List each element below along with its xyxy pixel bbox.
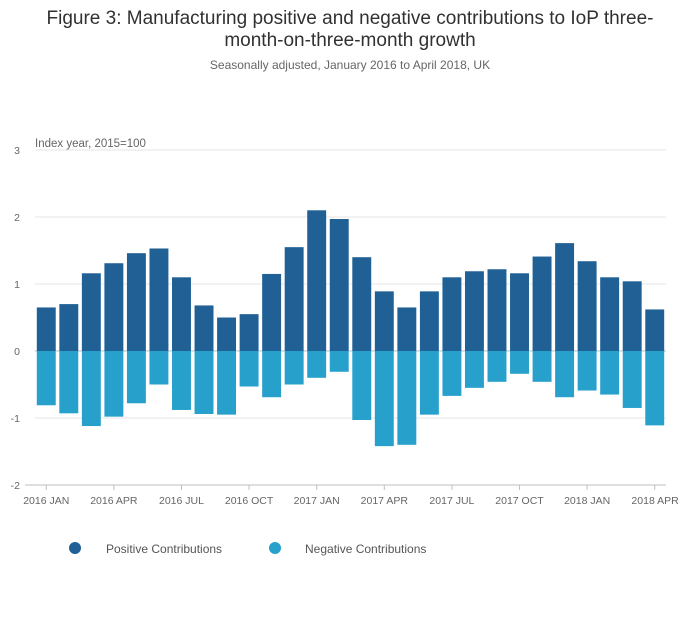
legend-label[interactable]: Positive Contributions: [106, 542, 222, 556]
negative-contribution-bar[interactable]: [577, 351, 597, 391]
x-tick-label: 2018 APR: [631, 495, 679, 507]
x-tick-label: 2017 JUL: [429, 495, 474, 507]
y-tick-label: -2: [11, 480, 20, 492]
negative-contribution-bar[interactable]: [600, 351, 620, 395]
y-axis-label: Index year, 2015=100: [35, 138, 146, 150]
positive-contribution-bar[interactable]: [81, 273, 101, 351]
negative-contribution-bar[interactable]: [555, 351, 575, 398]
negative-contribution-bar[interactable]: [487, 351, 507, 382]
y-axis-ticks: 3 2 1 0 -1 -2: [11, 145, 21, 492]
positive-contribution-bar[interactable]: [464, 271, 484, 351]
negative-contribution-bar[interactable]: [149, 351, 169, 385]
legend-marker[interactable]: [269, 542, 281, 554]
positive-contribution-bar[interactable]: [149, 248, 169, 351]
negative-contribution-bar[interactable]: [284, 351, 304, 385]
x-tick-label: 2018 JAN: [564, 495, 610, 507]
negative-contribution-bar[interactable]: [329, 351, 349, 372]
positive-contribution-bar[interactable]: [59, 304, 79, 351]
x-tick-label: 2017 OCT: [495, 495, 544, 507]
negative-contribution-bar[interactable]: [352, 351, 372, 421]
x-tick-label: 2016 OCT: [225, 495, 274, 507]
negative-contribution-bar[interactable]: [59, 351, 79, 414]
positive-contribution-bar[interactable]: [442, 277, 462, 351]
positive-contribution-bar[interactable]: [194, 305, 214, 351]
negative-contribution-bar[interactable]: [172, 351, 191, 410]
positive-contribution-bar[interactable]: [645, 309, 665, 351]
positive-contribution-bar[interactable]: [217, 317, 237, 352]
positive-contribution-bar[interactable]: [284, 247, 304, 351]
negative-contribution-bar[interactable]: [645, 351, 665, 426]
positive-contribution-bar[interactable]: [262, 273, 282, 351]
positive-contribution-bar[interactable]: [239, 314, 259, 351]
chart-title: Figure 3: Manufacturing positive and neg…: [0, 8, 700, 52]
legend[interactable]: Positive Contributions Negative Contribut…: [69, 542, 426, 556]
negative-contribution-bar[interactable]: [239, 351, 259, 387]
positive-contribution-bar[interactable]: [329, 219, 349, 351]
positive-contribution-bar[interactable]: [126, 253, 146, 351]
negative-contribution-bar[interactable]: [81, 351, 101, 427]
legend-label[interactable]: Negative Contributions: [305, 542, 426, 556]
positive-contribution-bar[interactable]: [104, 263, 124, 351]
x-tick-label: 2017 JAN: [294, 495, 340, 507]
negative-contribution-bar[interactable]: [510, 351, 529, 374]
negative-contribution-bar[interactable]: [464, 351, 484, 388]
legend-marker[interactable]: [69, 542, 81, 554]
chart-title-line-2: month-on-three-month growth: [224, 30, 476, 51]
positive-contribution-bar[interactable]: [352, 257, 372, 351]
negative-contribution-bar[interactable]: [419, 351, 439, 415]
positive-contribution-bar[interactable]: [172, 277, 191, 351]
positive-contribution-bar[interactable]: [510, 273, 529, 351]
negative-contribution-bar[interactable]: [622, 351, 642, 408]
x-tick-label: 2016 JAN: [23, 495, 69, 507]
negative-contribution-bar[interactable]: [36, 351, 56, 406]
positive-contribution-bar[interactable]: [555, 243, 575, 351]
y-tick-label: 3: [14, 145, 20, 157]
positive-contribution-bar[interactable]: [532, 256, 552, 351]
positive-contribution-bar[interactable]: [374, 291, 394, 351]
positive-contribution-bar[interactable]: [487, 269, 507, 351]
positive-contribution-bar[interactable]: [419, 291, 439, 351]
x-tick-label: 2016 APR: [90, 495, 138, 507]
negative-contribution-bar[interactable]: [104, 351, 124, 417]
x-tick-label: 2017 APR: [361, 495, 409, 507]
x-tick-label: 2016 JUL: [159, 495, 204, 507]
negative-contribution-bar[interactable]: [442, 351, 462, 396]
negative-contribution-bar[interactable]: [217, 351, 237, 415]
negative-contribution-bar[interactable]: [126, 351, 146, 404]
positive-contribution-bar[interactable]: [577, 261, 597, 351]
x-axis: 2016 JAN 2016 APR 2016 JUL 2016 OCT 2017 JAN…: [23, 484, 679, 507]
y-tick-label: -1: [11, 413, 20, 425]
y-tick-label: 1: [14, 279, 20, 291]
positive-contribution-bar[interactable]: [622, 281, 642, 351]
negative-contribution-bar[interactable]: [397, 351, 417, 445]
negative-contribution-bar[interactable]: [307, 351, 327, 378]
positive-contribution-bar[interactable]: [307, 210, 327, 351]
y-tick-label: 0: [14, 346, 20, 358]
negative-contribution-bar[interactable]: [374, 351, 394, 447]
negative-contribution-bar[interactable]: [262, 351, 282, 398]
bars: [36, 210, 665, 447]
positive-contribution-bar[interactable]: [36, 307, 56, 351]
positive-contribution-bar[interactable]: [600, 277, 620, 351]
negative-contribution-bar[interactable]: [194, 351, 214, 414]
y-tick-label: 2: [14, 212, 20, 224]
chart-title-line-1: Figure 3: Manufacturing positive and neg…: [46, 8, 654, 29]
chart-subtitle: Seasonally adjusted, January 2016 to Apr…: [209, 58, 491, 72]
positive-contribution-bar[interactable]: [397, 307, 417, 351]
negative-contribution-bar[interactable]: [532, 351, 552, 382]
